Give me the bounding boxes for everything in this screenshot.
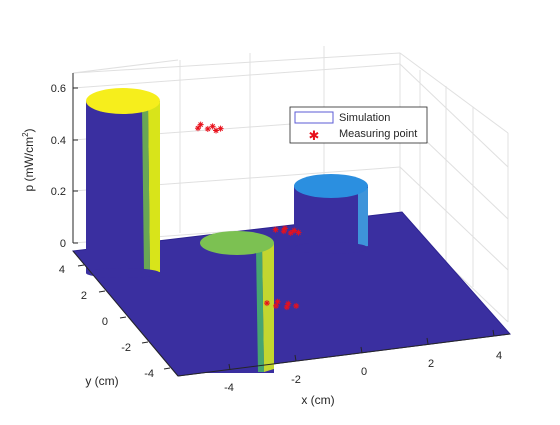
- z-axis-label-sup: 2: [21, 132, 30, 137]
- y-tick-label: -4: [144, 368, 154, 380]
- z-tick-label: 0.4: [51, 135, 66, 147]
- y-tick-label: 2: [81, 290, 87, 302]
- z-axis-label-base: p (mW/cm: [22, 137, 36, 192]
- z-axis-label: p (mW/cm2): [21, 128, 36, 191]
- y-tick-label: 0: [102, 316, 108, 328]
- z-axis-label-tail: ): [22, 128, 36, 132]
- x-axis-ticks: [228, 329, 495, 371]
- measuring-points: [194, 121, 302, 311]
- legend-measuring-marker: ✱: [309, 128, 320, 143]
- measuring-point-marker: [197, 121, 204, 128]
- measuring-point-marker: [280, 228, 287, 235]
- measuring-point-marker: [213, 127, 220, 134]
- measuring-point-marker: [217, 125, 224, 132]
- legend: Simulation ✱ Measuring point: [289, 106, 428, 144]
- legend-measuring-label: Measuring point: [339, 128, 417, 140]
- legend-simulation-label: Simulation: [339, 112, 390, 124]
- measuring-point-marker: [291, 227, 298, 234]
- y-tick-label: -2: [121, 342, 131, 354]
- measuring-point-marker: [194, 125, 201, 132]
- z-axis-ticks: [73, 87, 78, 244]
- x-tick-label: 4: [496, 350, 502, 362]
- x-axis-label: x (cm): [301, 393, 334, 407]
- y-axis-label: y (cm): [85, 374, 118, 388]
- z-tick-label: 0: [60, 238, 66, 250]
- measuring-point-marker: [295, 229, 302, 236]
- measuring-point-marker: [272, 226, 279, 233]
- z-tick-label: 0.6: [51, 83, 66, 95]
- x-tick-label: -2: [291, 374, 301, 386]
- measuring-point-marker: [287, 229, 294, 236]
- cylinder-blue-top: [294, 174, 368, 198]
- legend-simulation-swatch: [294, 111, 334, 124]
- measuring-point-marker: [283, 304, 290, 311]
- cylinder-yellow: [86, 88, 160, 278]
- cylinder-blue: [294, 174, 368, 254]
- cylinder-green: [200, 231, 274, 373]
- measuring-point-marker: [263, 300, 270, 307]
- x-tick-label: 2: [428, 358, 434, 370]
- y-tick-label: 4: [59, 264, 65, 276]
- measuring-point-marker: [272, 302, 279, 309]
- z-tick-label: 0.2: [51, 186, 66, 198]
- cylinder-yellow-top: [86, 88, 160, 114]
- measuring-point-marker: [209, 123, 216, 130]
- measuring-point-marker: [293, 302, 300, 309]
- axes: [72, 73, 511, 377]
- cylinder-green-top: [200, 231, 274, 255]
- measuring-point-marker: [204, 125, 211, 132]
- y-axis-ticks: [77, 264, 171, 370]
- x-tick-label: -4: [224, 382, 234, 394]
- x-tick-label: 0: [361, 366, 367, 378]
